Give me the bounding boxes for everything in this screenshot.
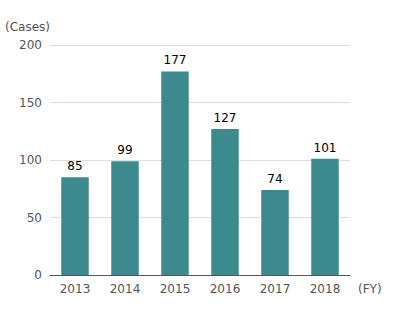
svg-text:2017: 2017 [260,282,291,296]
svg-text:200: 200 [19,38,42,52]
svg-text:50: 50 [27,211,42,225]
svg-text:(FY): (FY) [358,282,382,296]
svg-text:0: 0 [34,268,42,282]
svg-text:2014: 2014 [110,282,141,296]
svg-text:177: 177 [164,53,187,67]
svg-text:85: 85 [67,159,82,173]
svg-text:150: 150 [19,96,42,110]
svg-text:2015: 2015 [160,282,191,296]
svg-text:127: 127 [214,111,237,125]
svg-text:101: 101 [314,141,337,155]
svg-text:2013: 2013 [60,282,91,296]
svg-text:(Cases): (Cases) [5,20,50,34]
svg-text:100: 100 [19,153,42,167]
svg-text:99: 99 [117,143,132,157]
svg-text:74: 74 [267,172,282,186]
svg-text:2018: 2018 [310,282,341,296]
svg-text:2016: 2016 [210,282,241,296]
